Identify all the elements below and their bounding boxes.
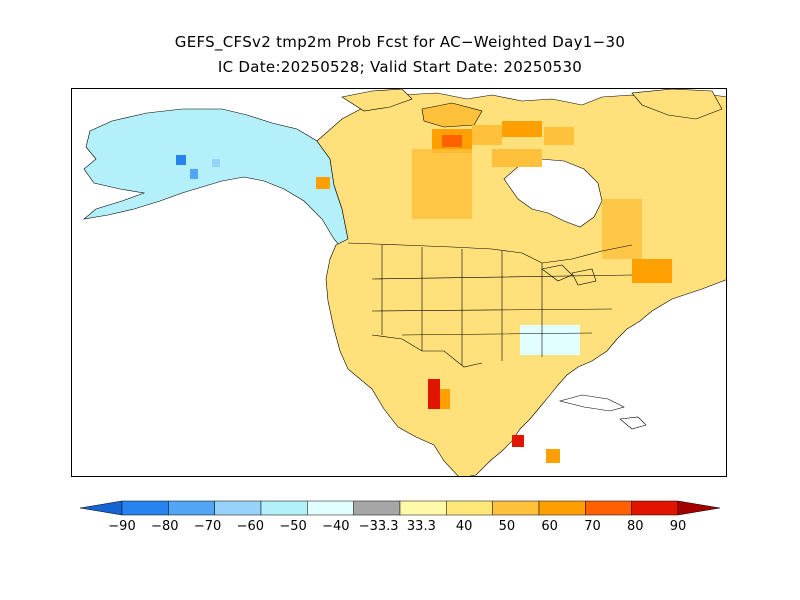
warm-anomaly-cell	[316, 177, 330, 189]
legend-swatch	[492, 500, 540, 516]
warm-anomaly-cell	[502, 121, 542, 137]
cold-anomaly-cell	[190, 169, 198, 179]
legend-tick-label: −50	[279, 519, 306, 534]
legend-tick-label: −80	[151, 519, 178, 534]
legend-tick-label: −70	[194, 519, 221, 534]
alaska-region	[82, 108, 349, 252]
us-canada-border	[347, 242, 633, 264]
legend-swatch	[168, 500, 215, 516]
us-mexico-border	[371, 334, 483, 368]
legend-tick-label: 33.3	[407, 519, 436, 534]
map-title: GEFS_CFSv2 tmp2m Prob Fcst for AC−Weight…	[174, 33, 626, 51]
legend-swatch	[353, 500, 401, 516]
cuba	[558, 394, 625, 412]
legend-tick-label: −33.3	[359, 519, 399, 534]
legend-swatch	[307, 500, 354, 516]
legend-arrow-low	[79, 500, 123, 516]
hudson-bay	[503, 158, 603, 228]
legend-tick-label: 50	[499, 519, 516, 534]
legend-tick-label: 60	[541, 519, 558, 534]
map-subtitle: IC Date:20250528; Valid Start Date: 2025…	[217, 58, 583, 76]
hot-anomaly-cell	[428, 379, 440, 409]
legend-tick-label: −40	[322, 519, 349, 534]
warm-anomaly-cell	[544, 127, 574, 145]
cool-anomaly-cell	[520, 325, 580, 355]
legend-swatch	[446, 500, 493, 516]
legend-tick-label: 90	[670, 519, 687, 534]
legend-tick-label: 40	[456, 519, 473, 534]
legend-swatch	[631, 500, 679, 516]
legend-swatch	[260, 500, 308, 516]
state-lines	[371, 245, 633, 365]
warm-anomaly-cell	[412, 149, 472, 219]
warm-anomaly-cell	[602, 199, 642, 259]
legend-swatch	[585, 500, 632, 516]
legend-swatch	[399, 500, 447, 516]
probability-cells	[176, 121, 672, 463]
arctic-island	[631, 89, 723, 120]
legend-swatch	[538, 500, 586, 516]
legend-tick-label: 80	[627, 519, 644, 534]
map-panel	[71, 88, 727, 477]
great-lakes	[541, 264, 597, 286]
cold-anomaly-cell	[176, 155, 186, 165]
warm-anomaly-cell	[472, 125, 502, 145]
legend-tick-label: 70	[584, 519, 601, 534]
hot-anomaly-cell	[546, 449, 560, 463]
arctic-island	[341, 89, 413, 112]
warm-anomaly-cell	[632, 259, 672, 283]
legend-swatch	[121, 500, 169, 516]
legend-arrow-high	[677, 500, 721, 516]
legend-tick-label: −60	[237, 519, 264, 534]
legend-tick-label: −90	[108, 519, 135, 534]
warm-anomaly-cell	[442, 135, 462, 147]
cold-anomaly-cell	[212, 159, 220, 167]
warm-anomaly-cell	[492, 149, 542, 167]
forecast-map	[82, 89, 726, 476]
hot-anomaly-cell	[512, 435, 524, 447]
legend-swatch	[214, 500, 262, 516]
hispaniola	[619, 416, 647, 430]
hot-anomaly-cell	[440, 389, 450, 409]
political-borders	[347, 242, 633, 368]
